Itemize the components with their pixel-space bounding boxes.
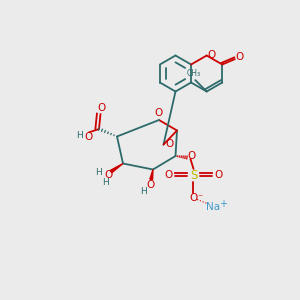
Text: O: O — [165, 170, 173, 181]
Text: H: H — [140, 187, 147, 196]
Text: O: O — [187, 151, 195, 161]
Text: O: O — [165, 139, 174, 149]
Text: ⁻: ⁻ — [197, 193, 203, 203]
Text: O: O — [98, 103, 106, 113]
Text: Na: Na — [206, 202, 220, 212]
Text: O: O — [146, 179, 154, 190]
Text: +: + — [220, 199, 227, 209]
Text: H: H — [103, 178, 109, 187]
Text: O: O — [207, 50, 216, 60]
Text: H: H — [76, 131, 83, 140]
Text: O: O — [214, 170, 222, 181]
Text: O: O — [154, 108, 162, 118]
Text: O: O — [104, 170, 112, 181]
Text: O: O — [189, 193, 198, 203]
Text: S: S — [190, 169, 197, 182]
Text: O: O — [84, 131, 93, 142]
Text: H: H — [95, 168, 102, 177]
Polygon shape — [110, 164, 123, 173]
Polygon shape — [150, 169, 153, 180]
Text: CH₃: CH₃ — [187, 69, 201, 78]
Text: O: O — [236, 52, 244, 62]
